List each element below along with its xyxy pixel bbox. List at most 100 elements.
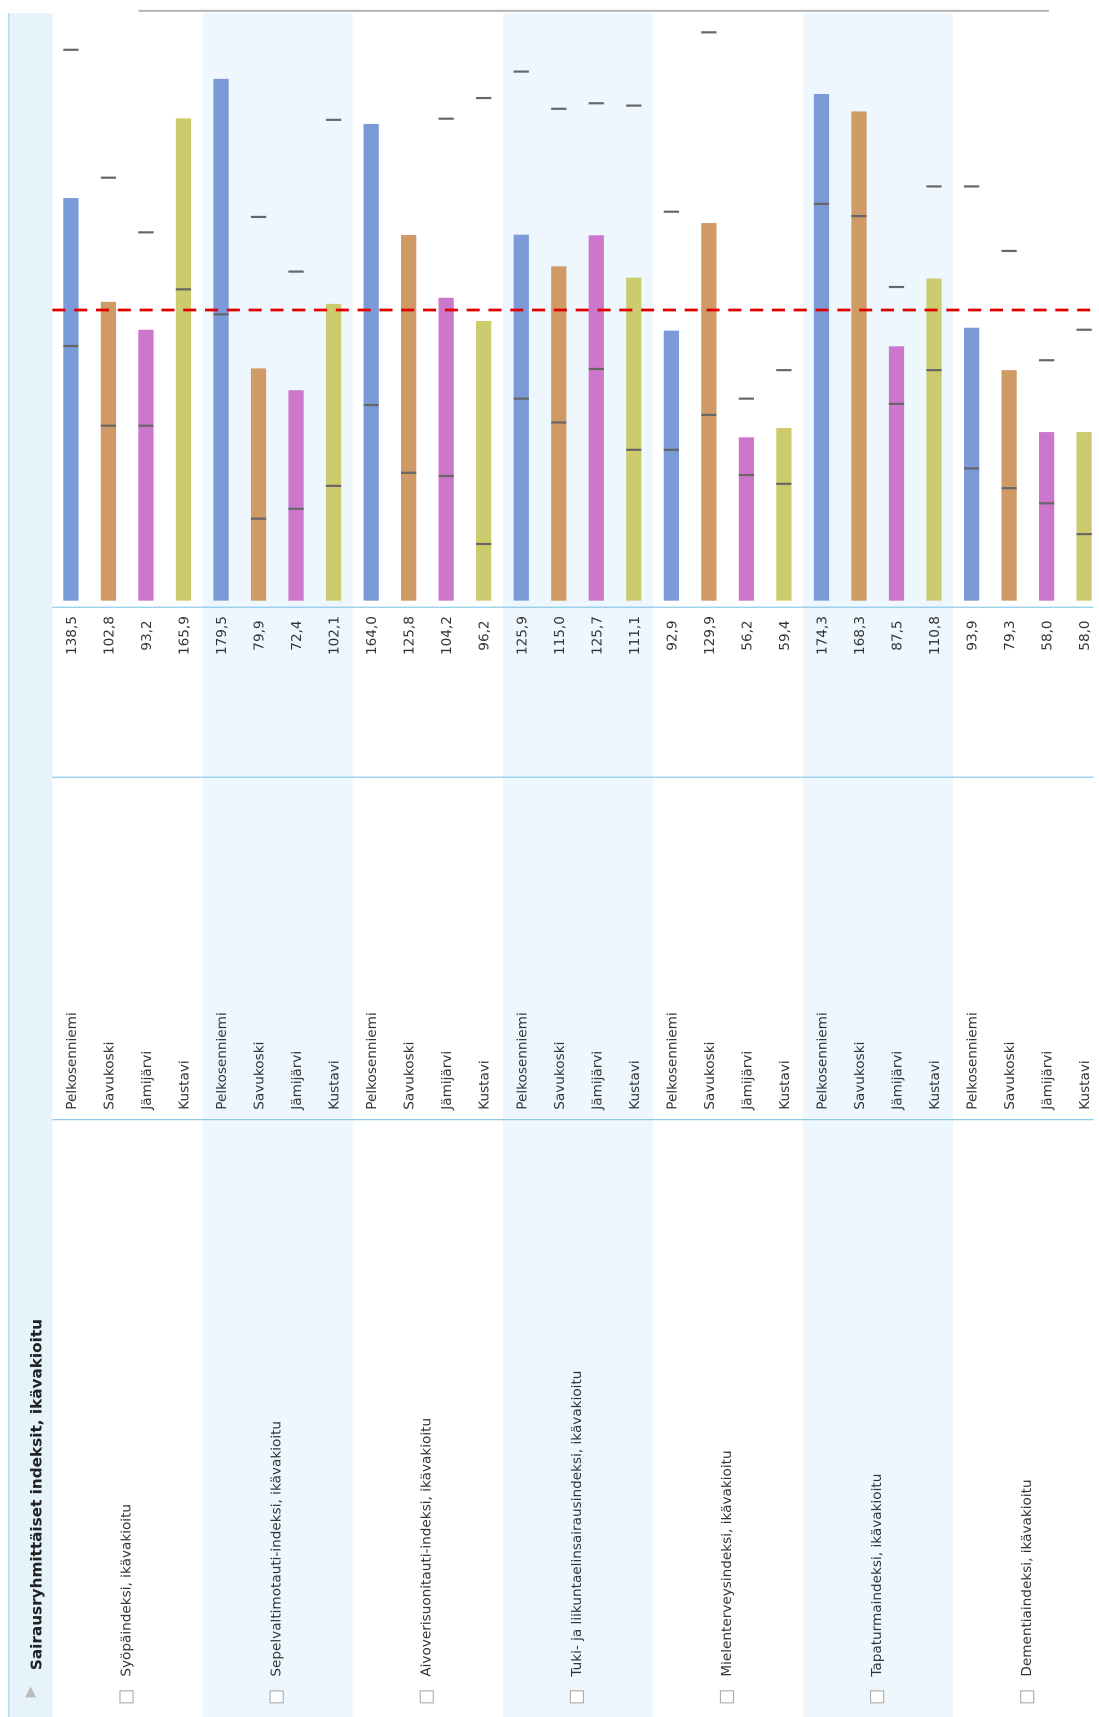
bar — [551, 266, 567, 601]
category-label: Jämijärvi — [739, 1051, 755, 1111]
value-label: 102,8 — [102, 616, 118, 655]
category-label: Jämijärvi — [1040, 1051, 1056, 1111]
bar — [588, 235, 604, 601]
bar — [776, 427, 792, 601]
bar — [851, 111, 867, 601]
bar — [1038, 432, 1055, 601]
category-label: Kustavi — [1077, 1060, 1093, 1109]
bar — [288, 390, 304, 601]
value-label: 138,5 — [64, 616, 80, 655]
category-label: Pelkosenniemi — [64, 1012, 80, 1110]
category-label: Jämijärvi — [589, 1051, 605, 1111]
bar — [513, 234, 529, 601]
value-label: 96,2 — [477, 620, 493, 650]
category-label: Jämijärvi — [890, 1051, 906, 1111]
expand-arrow[interactable] — [25, 1686, 37, 1698]
value-label: 110,8 — [927, 616, 943, 655]
group-label: Sepelvaltimotauti-indeksi, ikävakioitu — [269, 1421, 285, 1677]
value-label: 58,0 — [1077, 620, 1093, 650]
category-label: Savukoski — [402, 1042, 418, 1110]
header-band — [8, 13, 53, 1717]
value-label: 174,3 — [815, 616, 831, 655]
category-label: Pelkosenniemi — [364, 1012, 380, 1110]
value-label: 58,0 — [1040, 620, 1056, 650]
category-label: Savukoski — [252, 1042, 268, 1110]
value-label: 115,0 — [552, 616, 568, 655]
group-icon[interactable] — [1020, 1690, 1035, 1704]
group-label: Mielenterveysindeksi, ikävakioitu — [719, 1450, 735, 1676]
group-icon[interactable] — [870, 1690, 885, 1704]
bar — [813, 93, 830, 601]
bar — [626, 277, 642, 601]
category-label: Pelkosenniemi — [214, 1012, 230, 1110]
bar — [1076, 432, 1092, 601]
value-label: 179,5 — [214, 616, 230, 655]
group-icon[interactable] — [419, 1690, 434, 1704]
bar — [175, 118, 192, 601]
category-label: Savukoski — [552, 1042, 568, 1110]
group-label: Syöpäindeksi, ikävakioitu — [119, 1504, 135, 1677]
value-label: 92,9 — [664, 620, 680, 650]
category-label: Jämijärvi — [289, 1051, 305, 1111]
bar — [401, 234, 417, 601]
bar — [100, 301, 117, 601]
bar — [325, 303, 342, 601]
category-label: Savukoski — [852, 1042, 868, 1110]
value-label: 111,1 — [627, 616, 643, 655]
value-label: 59,4 — [777, 620, 793, 650]
bar — [663, 330, 680, 601]
bar — [213, 78, 229, 601]
value-label: 79,3 — [1002, 620, 1018, 650]
group-icon[interactable] — [569, 1690, 584, 1704]
category-label: Jämijärvi — [139, 1051, 155, 1111]
value-label: 87,5 — [890, 620, 906, 650]
value-label: 56,2 — [739, 620, 755, 650]
value-label: 93,2 — [139, 620, 155, 650]
bar — [1001, 370, 1017, 601]
bar — [250, 368, 267, 601]
value-label: 72,4 — [289, 620, 305, 650]
value-label: 104,2 — [439, 616, 455, 655]
value-label: 125,8 — [402, 616, 418, 655]
group-icon[interactable] — [719, 1690, 735, 1704]
group-icon[interactable] — [119, 1690, 134, 1704]
bar — [738, 437, 755, 601]
group-icon[interactable] — [269, 1690, 284, 1704]
bar — [476, 321, 492, 601]
table-title: Sairausryhmittäiset indeksit, ikävakioit… — [28, 1319, 46, 1670]
bar — [888, 346, 905, 601]
value-label: 102,1 — [327, 616, 343, 655]
group-label: Tapaturmaindeksi, ikävakioitu — [869, 1474, 885, 1678]
bar — [701, 223, 717, 601]
group-label: Aivoverisuonitauti-indeksi, ikävakioitu — [419, 1418, 435, 1677]
group-label: Tuki- ja liikuntaelinsairausindeksi, ikä… — [569, 1371, 585, 1678]
bar — [63, 198, 79, 601]
category-label: Kustavi — [327, 1060, 343, 1109]
category-label: Kustavi — [927, 1060, 943, 1109]
category-label: Savukoski — [1002, 1042, 1018, 1110]
category-label: Kustavi — [627, 1060, 643, 1109]
category-label: Kustavi — [177, 1060, 193, 1109]
category-label: Savukoski — [702, 1042, 718, 1110]
bar — [363, 123, 379, 601]
category-label: Savukoski — [102, 1042, 118, 1110]
bar — [138, 329, 154, 601]
category-label: Kustavi — [777, 1060, 793, 1109]
category-label: Jämijärvi — [439, 1051, 455, 1111]
category-label: Pelkosenniemi — [514, 1012, 530, 1110]
value-label: 79,9 — [252, 620, 268, 650]
value-label: 164,0 — [364, 616, 380, 655]
value-label: 165,9 — [177, 616, 193, 655]
value-label: 93,9 — [965, 620, 981, 650]
bar — [438, 297, 454, 601]
value-label: 125,7 — [589, 616, 605, 655]
group-label: Dementiaindeksi, ikävakioitu — [1019, 1479, 1035, 1676]
value-label: 125,9 — [514, 616, 530, 655]
bar — [926, 278, 942, 601]
category-label: Pelkosenniemi — [815, 1012, 831, 1110]
category-label: Kustavi — [477, 1060, 493, 1109]
value-label: 168,3 — [852, 616, 868, 655]
category-label: Pelkosenniemi — [965, 1012, 981, 1110]
